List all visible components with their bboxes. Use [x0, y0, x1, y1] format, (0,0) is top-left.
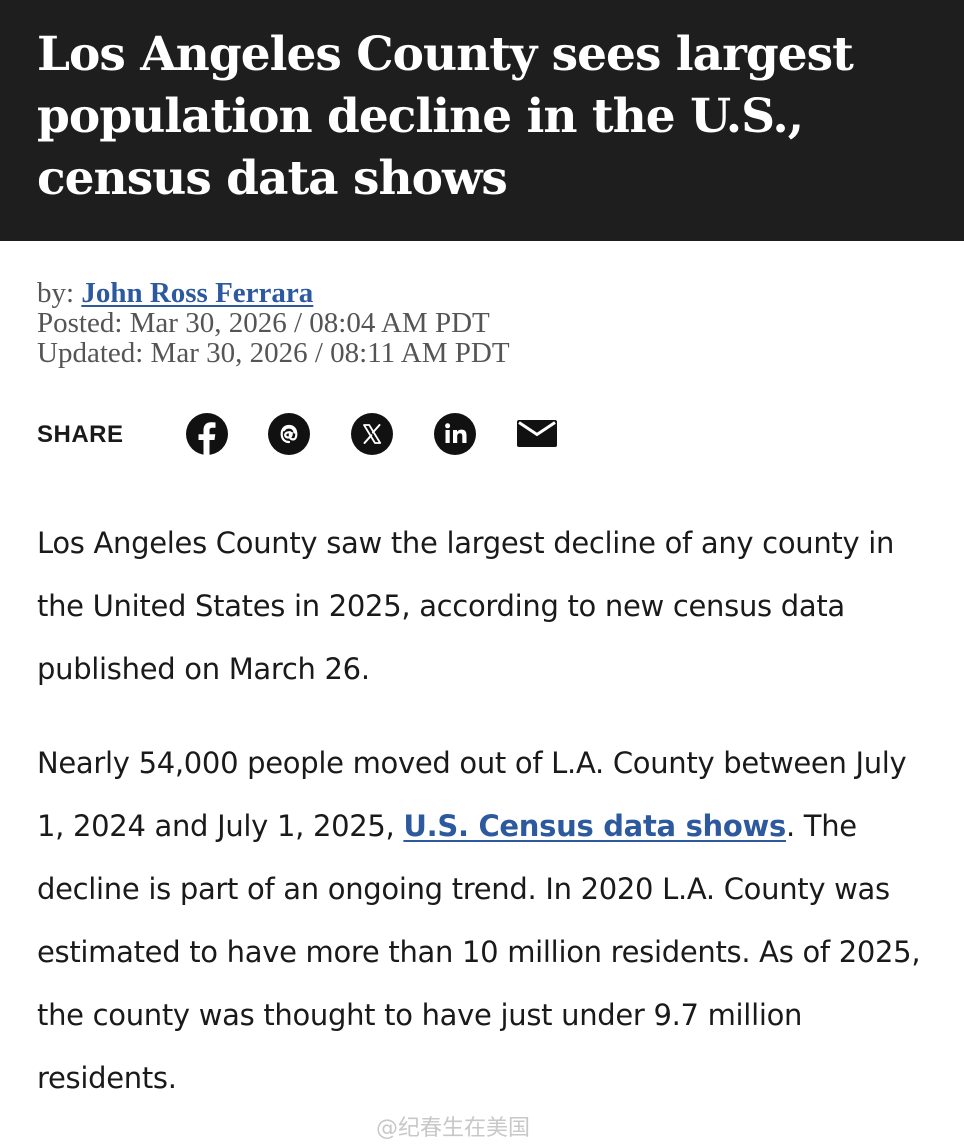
- threads-icon[interactable]: [267, 412, 311, 456]
- byline: by: John Ross Ferrara Posted: Mar 30, 20…: [37, 278, 510, 368]
- byline-prefix: by:: [37, 277, 74, 309]
- author-line: by: John Ross Ferrara: [37, 278, 510, 308]
- census-data-link[interactable]: U.S. Census data shows: [403, 809, 786, 843]
- paragraph-2-text-after: . The decline is part of an ongoing tren…: [37, 809, 920, 1095]
- posted-date: Posted: Mar 30, 2026 / 08:04 AM PDT: [37, 308, 510, 338]
- linkedin-icon[interactable]: [433, 412, 477, 456]
- article-body: Los Angeles County saw the largest decli…: [37, 512, 937, 1141]
- paragraph-2: Nearly 54,000 people moved out of L.A. C…: [37, 732, 937, 1110]
- facebook-icon[interactable]: [185, 412, 229, 456]
- author-link[interactable]: John Ross Ferrara: [81, 277, 313, 309]
- email-icon[interactable]: [515, 412, 559, 456]
- share-label: SHARE: [37, 421, 124, 449]
- headline: Los Angeles County sees largest populati…: [37, 24, 937, 210]
- article-header: Los Angeles County sees largest populati…: [0, 0, 964, 241]
- x-icon[interactable]: [350, 412, 394, 456]
- updated-date: Updated: Mar 30, 2026 / 08:11 AM PDT: [37, 338, 510, 368]
- watermark: @纪春生在美国: [376, 1110, 530, 1142]
- paragraph-1: Los Angeles County saw the largest decli…: [37, 512, 937, 701]
- share-bar: SHARE: [37, 410, 637, 456]
